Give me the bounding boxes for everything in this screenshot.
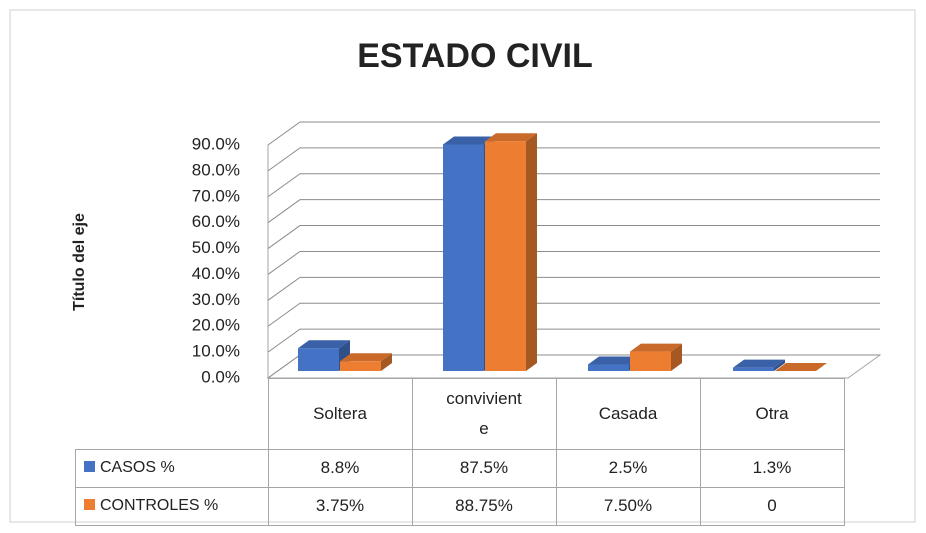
y-tick-label: 60.0%: [192, 212, 240, 231]
grid-line: [267, 250, 880, 275]
bar: [443, 144, 484, 371]
bar-top: [443, 136, 495, 145]
value-cell: 87.5%: [411, 448, 557, 488]
legend-cell: CASOS %: [75, 448, 269, 488]
legend-label: CONTROLES %: [100, 497, 219, 514]
y-tick-label: 20.0%: [192, 316, 240, 335]
y-tick-label: 40.0%: [192, 264, 240, 283]
y-tick-label: 50.0%: [192, 238, 240, 257]
grid-line: [267, 225, 880, 249]
legend-key: [84, 461, 95, 472]
value-cell: 8.8%: [267, 448, 413, 488]
category-cell: Casada: [555, 378, 701, 450]
legend-key: [84, 499, 95, 510]
grid-line: [267, 173, 880, 198]
y-tick-label: 30.0%: [192, 290, 240, 309]
bar: [485, 141, 526, 371]
y-tick-label: 80.0%: [192, 160, 240, 179]
bar-top: [775, 363, 827, 371]
data-table: Soltera conviviente Casada Otra CASOS % 8.8% 8…: [75, 378, 845, 526]
grid-line: [267, 147, 880, 172]
table-header-row: Soltera conviviente Casada Otra: [75, 378, 845, 450]
value-cell: 1.3%: [699, 448, 845, 488]
bar-side: [774, 359, 785, 371]
value-cell: 7.50%: [555, 486, 701, 526]
bar-top: [588, 356, 640, 365]
legend-cell: CONTROLES %: [75, 486, 269, 526]
category-cell: Otra: [699, 378, 845, 450]
bar: [733, 367, 774, 371]
category-cell: Soltera: [267, 378, 413, 450]
bar-top: [630, 343, 682, 352]
bar-side: [671, 343, 682, 371]
value-cell: 2.5%: [555, 448, 701, 488]
grid-line: [267, 199, 880, 224]
bar: [298, 348, 339, 371]
y-axis-label: Título del eje: [71, 213, 88, 311]
table-row: CONTROLES % 3.75% 88.75% 7.50% 0: [75, 486, 845, 526]
bar-top: [485, 133, 537, 142]
value-cell: 88.75%: [411, 486, 557, 526]
category-cell: conviviente: [411, 378, 557, 450]
grid-line: [267, 302, 880, 327]
grid-line: [267, 276, 880, 301]
bar-top: [298, 340, 350, 349]
value-cell: 0: [699, 486, 845, 526]
grid-line: [267, 121, 880, 146]
bar-top: [340, 353, 392, 362]
bar: [588, 364, 629, 371]
y-tick-label: 90.0%: [192, 134, 240, 153]
bar: [630, 351, 671, 371]
bar-top: [733, 359, 785, 368]
value-cell: 3.75%: [267, 486, 413, 526]
bar-side: [526, 133, 537, 371]
chart-title: ESTADO CIVIL: [357, 37, 593, 75]
grid-line: [267, 328, 880, 353]
legend-label: CASOS %: [100, 459, 175, 476]
bar-side: [381, 353, 392, 371]
table-row: CASOS % 8.8% 87.5% 2.5% 1.3%: [75, 448, 845, 488]
y-tick-label: 70.0%: [192, 186, 240, 205]
y-tick-label: 10.0%: [192, 342, 240, 361]
bar: [340, 361, 381, 371]
table-corner: [75, 378, 269, 449]
